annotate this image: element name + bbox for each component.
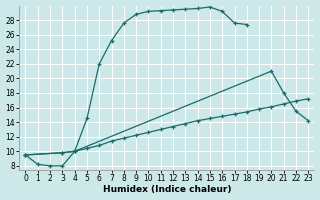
X-axis label: Humidex (Indice chaleur): Humidex (Indice chaleur): [103, 185, 231, 194]
